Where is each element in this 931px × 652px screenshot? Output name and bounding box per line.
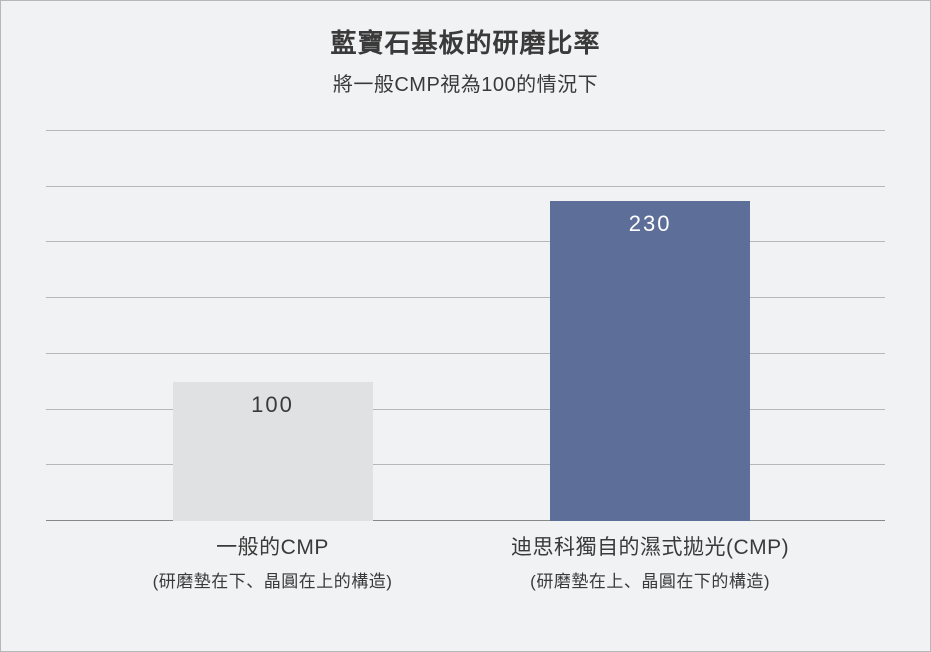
bar: 100 xyxy=(173,382,373,521)
bar-value: 100 xyxy=(173,392,373,418)
x-axis-labels: 一般的CMP (研磨墊在下、晶圓在上的構造) 迪思科獨自的濕式拋光(CMP) (研磨墊… xyxy=(46,531,885,621)
gridline xyxy=(46,186,885,187)
chart-title: 藍寶石基板的研磨比率 xyxy=(1,1,930,60)
plot-area: 100 230 xyxy=(46,131,885,521)
chart-container: 藍寶石基板的研磨比率 將一般CMP視為100的情況下 100 230 一般的CMP… xyxy=(0,0,931,652)
x-label-sub: (研磨墊在下、晶圓在上的構造) xyxy=(93,567,453,592)
gridline xyxy=(46,297,885,298)
x-label-main: 迪思科獨自的濕式拋光(CMP) xyxy=(470,531,830,561)
x-label: 一般的CMP (研磨墊在下、晶圓在上的構造) xyxy=(93,531,453,592)
x-label-main: 一般的CMP xyxy=(93,531,453,561)
gridline xyxy=(46,241,885,242)
bar-value: 230 xyxy=(550,211,750,237)
x-label-sub: (研磨墊在上、晶圓在下的構造) xyxy=(470,567,830,592)
x-label: 迪思科獨自的濕式拋光(CMP) (研磨墊在上、晶圓在下的構造) xyxy=(470,531,830,592)
chart-subtitle: 將一般CMP視為100的情況下 xyxy=(1,68,930,97)
gridline xyxy=(46,130,885,131)
bar: 230 xyxy=(550,201,750,521)
gridline xyxy=(46,353,885,354)
